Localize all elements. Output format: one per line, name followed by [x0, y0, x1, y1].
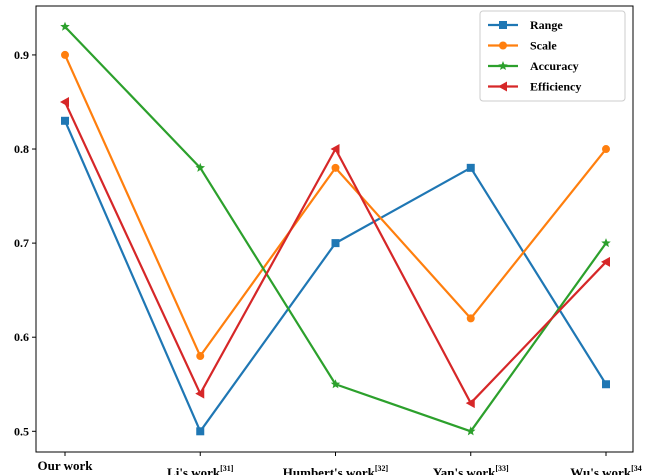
legend-marker [499, 41, 507, 50]
legend-label: Range [530, 18, 563, 32]
series-scale [61, 50, 610, 361]
legend-label: Efficiency [530, 80, 581, 94]
x-tick-label-text: Li's work [167, 465, 221, 475]
plot-frame [35, 5, 634, 453]
legend-item-scale: Scale [488, 39, 557, 53]
series-range [61, 116, 610, 436]
x-tick-label-text: Humbert's work [283, 465, 376, 475]
data-point-accuracy [330, 379, 341, 389]
y-tick-label: 0.5 [14, 424, 29, 438]
x-tick-reference: [33] [495, 464, 509, 473]
legend-label: Scale [530, 39, 557, 53]
x-tick-label: Yan's work[33] [433, 464, 509, 475]
legend-item-range: Range [488, 18, 563, 32]
data-point-efficiency [601, 256, 610, 267]
y-tick-label: 0.9 [14, 48, 29, 62]
legend-item-efficiency: Efficiency [488, 80, 581, 94]
data-point-scale [331, 163, 340, 172]
x-tick-label: Humbert's work[32] [283, 464, 389, 475]
data-point-efficiency [195, 388, 205, 399]
x-tick-reference: [31] [220, 464, 234, 473]
data-point-scale [466, 314, 475, 323]
data-point-efficiency [330, 144, 340, 155]
x-tick-reference: [32] [375, 464, 389, 473]
x-tick-label-text: Our work [37, 458, 93, 473]
data-point-efficiency [465, 398, 475, 409]
x-tick-reference: [34 [631, 464, 642, 473]
x-tick-label-text: Wu's work [570, 465, 632, 475]
data-point-range [602, 380, 610, 389]
data-point-scale [61, 50, 69, 59]
y-axis-ticks: 0.5 0.6 0.7 0.8 0.9 [14, 48, 36, 438]
y-tick-label: 0.8 [14, 142, 29, 156]
data-point-efficiency [60, 96, 69, 107]
data-point-accuracy [601, 238, 611, 248]
legend-item-accuracy: Accuracy [488, 59, 579, 73]
data-point-range [196, 427, 205, 436]
data-point-accuracy [465, 426, 476, 436]
data-point-accuracy [195, 162, 206, 172]
series-layer [60, 21, 611, 436]
series-accuracy [60, 21, 611, 436]
data-point-range [466, 163, 475, 172]
data-point-scale [196, 352, 205, 361]
x-tick-label: Our work [37, 458, 93, 473]
x-tick-label-text: Yan's work [433, 465, 496, 475]
legend-marker [498, 81, 507, 92]
data-point-range [61, 116, 69, 125]
x-axis-ticks: Our work Li's work[31] Humbert's work[32] Y… [37, 452, 642, 475]
legend-label: Accuracy [530, 59, 579, 73]
data-point-range [331, 239, 340, 248]
axes [35, 5, 634, 453]
legend-box [479, 10, 626, 102]
data-point-scale [602, 145, 610, 154]
legend-marker [498, 61, 508, 71]
y-tick-label: 0.7 [14, 236, 29, 250]
x-tick-label: Li's work[31] [167, 464, 234, 475]
data-point-accuracy [60, 21, 70, 31]
legend: Range Scale Accuracy Efficiency [479, 10, 626, 102]
series-efficiency [60, 96, 610, 409]
x-tick-label: Wu's work[34 [570, 464, 641, 475]
legend-marker [499, 21, 507, 29]
y-tick-label: 0.6 [14, 330, 29, 344]
